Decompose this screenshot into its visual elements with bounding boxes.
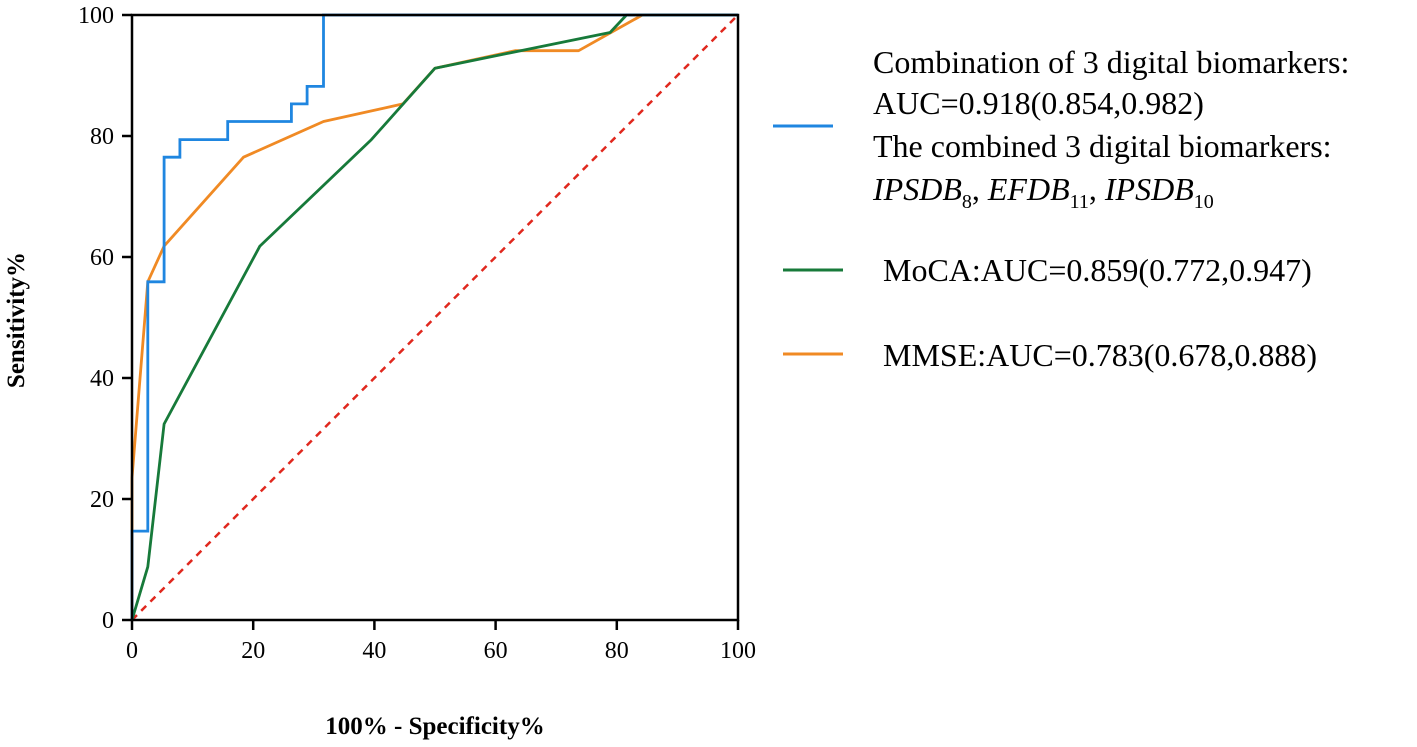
legend-separator-1: , <box>972 171 980 207</box>
series-line-mmse <box>130 13 738 620</box>
x-tick-label: 40 <box>362 638 386 664</box>
legend: Combination of 3 digital biomarkers: AUC… <box>773 44 1349 373</box>
y-axis-ticks: 0 20 40 60 80 100 <box>78 3 132 634</box>
x-axis-title: 100% - Specificity% <box>325 713 544 740</box>
legend-biomarker-1-subscript: 8 <box>962 191 972 213</box>
x-axis-ticks: 0 20 40 60 80 100 <box>126 620 756 664</box>
y-tick-label: 40 <box>90 366 114 392</box>
y-tick-label: 100 <box>78 3 114 29</box>
legend-separator-2: , <box>1089 171 1097 207</box>
legend-combo-line2: AUC=0.918(0.854,0.982) <box>873 85 1204 121</box>
x-tick-label: 80 <box>605 638 629 664</box>
x-tick-label: 60 <box>484 638 508 664</box>
legend-moca: MoCA:AUC=0.859(0.772,0.947) <box>883 252 1312 288</box>
legend-biomarker-3: IPSDB <box>1104 171 1194 207</box>
legend-biomarker-2-subscript: 11 <box>1070 191 1089 213</box>
series-line-combination <box>130 13 738 620</box>
series-line-moca <box>130 13 738 621</box>
legend-combo-line1: Combination of 3 digital biomarkers: <box>873 44 1349 80</box>
legend-biomarker-2: EFDB <box>987 171 1070 207</box>
plot-frame <box>130 13 740 622</box>
x-tick-label: 20 <box>241 638 265 664</box>
y-tick-label: 80 <box>90 124 114 150</box>
legend-biomarker-1: IPSDB <box>872 171 962 207</box>
y-tick-label: 0 <box>102 608 114 634</box>
legend-combo-line3: The combined 3 digital biomarkers: <box>873 128 1332 164</box>
legend-biomarker-3-subscript: 10 <box>1194 191 1214 213</box>
x-tick-label: 0 <box>126 638 138 664</box>
legend-mmse: MMSE:AUC=0.783(0.678,0.888) <box>883 337 1317 373</box>
y-tick-label: 20 <box>90 487 114 513</box>
x-tick-label: 100 <box>720 638 756 664</box>
y-tick-label: 60 <box>90 245 114 271</box>
y-axis-title: Sensitivity% <box>3 252 30 388</box>
legend-combo-biomarkers: IPSDB8, EFDB11, IPSDB10 <box>872 171 1214 213</box>
